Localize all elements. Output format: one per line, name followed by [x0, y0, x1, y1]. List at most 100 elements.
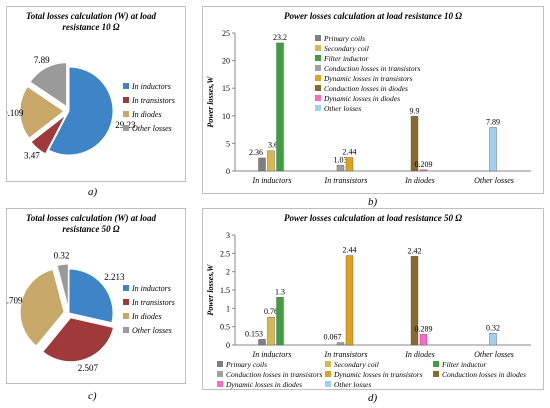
x-category-label: In diodes — [404, 350, 435, 359]
bar-legend-swatch — [315, 85, 321, 91]
bar-data-label: 7.89 — [486, 117, 500, 126]
x-category-label: In transistors — [324, 176, 368, 185]
bar-chart-50-ohm-panel: Power losses calculation at load resista… — [202, 208, 544, 390]
bar-secondary-coil — [267, 316, 275, 346]
bar-legend-label: Secondary coil — [324, 44, 369, 53]
pie-legend-label: In transistors — [131, 96, 175, 105]
pie-slice-in-inductors — [47, 66, 114, 156]
bar-chart-title: Power losses calculation at load resista… — [284, 213, 462, 223]
y-axis-label: Power losses,W — [206, 76, 215, 128]
pie-legend-label: In inductors — [131, 82, 171, 91]
y-tick-label: 0 — [226, 341, 230, 350]
y-tick-label: 1.5 — [220, 286, 230, 295]
bar-dynamic-losses-in-diodes — [419, 169, 428, 172]
caption-c: c) — [88, 390, 97, 402]
pie-legend-label: In diodes — [131, 110, 162, 119]
bar-legend-swatch — [315, 75, 321, 81]
bar-data-label: 9.9 — [410, 106, 420, 115]
bar-data-label: 2.36 — [249, 148, 263, 157]
bar-data-label: 2.42 — [408, 246, 422, 255]
bar-data-label: 0.32 — [486, 323, 500, 332]
x-category-label: Other losses — [474, 176, 514, 185]
pie-data-label: 0.32 — [54, 250, 70, 260]
bar-legend-swatch — [315, 95, 321, 101]
pie-data-label: 10.109 — [7, 108, 24, 118]
y-tick-label: 20 — [222, 57, 230, 66]
pie-legend-label: In inductors — [131, 284, 171, 293]
pie-title: Total losses calculation (W) at load — [26, 213, 156, 223]
bar-conduction-losses-in-transistors — [336, 342, 345, 346]
pie-slice-in-transistors — [30, 114, 67, 155]
y-tick-label: 0.5 — [220, 323, 230, 332]
bar-legend-label: Conduction losses in diodes — [442, 370, 526, 379]
bar-primary-coils — [258, 339, 266, 346]
bar-legend-label: Other losses — [324, 104, 361, 113]
bar-chart-10-ohm-panel: Power losses calculation at load resista… — [202, 6, 544, 194]
bar-other-losses — [489, 333, 497, 346]
y-tick-label: 25 — [222, 29, 230, 38]
bar-chart-10-ohm: Power losses calculation at load resista… — [206, 11, 531, 185]
bar-other-losses — [489, 127, 497, 172]
bar-data-label: 3.67 — [268, 141, 282, 150]
bar-chart-50-ohm: Power losses calculation at load resista… — [206, 213, 531, 389]
pie-legend-swatch — [123, 327, 129, 333]
bar-data-label: 0.067 — [324, 333, 342, 342]
bar-data-label: 1.03 — [334, 155, 348, 164]
y-tick-label: 15 — [222, 84, 230, 93]
bar-primary-coils — [258, 157, 266, 172]
bar-data-label: 0.153 — [245, 329, 263, 338]
bar-legend-label: Conduction losses in transistors — [324, 64, 421, 73]
bar-legend-label: Dynamic losses in transistors — [323, 74, 413, 83]
pie-title: Total losses calculation (W) at load — [26, 11, 156, 21]
pie-legend-label: Other losses — [132, 124, 172, 133]
bar-conduction-losses-in-diodes — [410, 116, 419, 172]
pie-data-label: 7.89 — [34, 55, 50, 65]
bar-legend-label: Conduction losses in transistors — [226, 370, 323, 379]
bar-data-label: 0.209 — [415, 160, 433, 169]
bar-legend-label: Dynamic losses in diodes — [225, 380, 302, 389]
pie-legend-swatch — [123, 313, 129, 319]
pie-chart-10-ohm: Total losses calculation (W) at loadresi… — [0, 11, 175, 161]
bar-filter-inductor — [276, 42, 284, 172]
y-tick-label: 1 — [226, 304, 230, 313]
y-axis-label: Power losses,W — [206, 264, 215, 316]
x-category-label: Other losses — [474, 350, 514, 359]
bar-dynamic-losses-in-transistors — [345, 157, 354, 172]
pie-chart-10-ohm-panel: Total losses calculation (W) at load resi… — [0, 6, 186, 182]
bar-legend-swatch — [315, 65, 321, 71]
bar-legend-swatch — [325, 381, 331, 387]
bar-data-label: 0.76 — [264, 307, 278, 316]
caption-a: a) — [88, 186, 98, 198]
y-tick-label: 0 — [226, 167, 230, 176]
bar-legend-label: Filter inductor — [323, 54, 368, 63]
bar-conduction-losses-in-transistors — [336, 165, 345, 172]
pie-legend-swatch — [123, 299, 129, 305]
pie-data-label: 2.507 — [78, 363, 99, 373]
bar-data-label: 1.3 — [275, 287, 285, 296]
bar-legend-label: Secondary coil — [334, 360, 379, 369]
bar-filter-inductor — [276, 297, 284, 346]
x-category-label: In inductors — [252, 176, 292, 185]
bar-legend-swatch — [315, 45, 321, 51]
pie-legend-swatch — [123, 97, 129, 103]
bar-data-label: 23.2 — [273, 33, 287, 42]
bar-dynamic-losses-in-diodes — [410, 256, 419, 346]
bar-conduction-losses-in-diodes — [419, 334, 428, 346]
pie-legend-swatch — [123, 285, 129, 291]
bar-dynamic-losses-in-transistors — [345, 255, 354, 346]
pie-slice-other-losses — [29, 62, 68, 108]
bar-legend-swatch — [217, 371, 223, 377]
bar-legend-swatch — [217, 361, 223, 367]
pie-legend-swatch — [123, 111, 129, 117]
bar-legend-swatch — [433, 361, 439, 367]
bar-legend-label: Dynamic losses in diodes — [323, 94, 400, 103]
pie-slice-in-diodes — [19, 268, 65, 347]
bar-data-label: 2.44 — [343, 246, 357, 255]
pie-legend-label: Other losses — [132, 326, 172, 335]
pie-legend-swatch — [123, 125, 129, 131]
bar-legend-label: Primary coils — [225, 360, 267, 369]
y-tick-label: 5 — [226, 139, 230, 148]
bar-legend-swatch — [433, 371, 439, 377]
pie-slice-in-diodes — [19, 85, 65, 139]
bar-legend-label: Conduction losses in diodes — [324, 84, 408, 93]
